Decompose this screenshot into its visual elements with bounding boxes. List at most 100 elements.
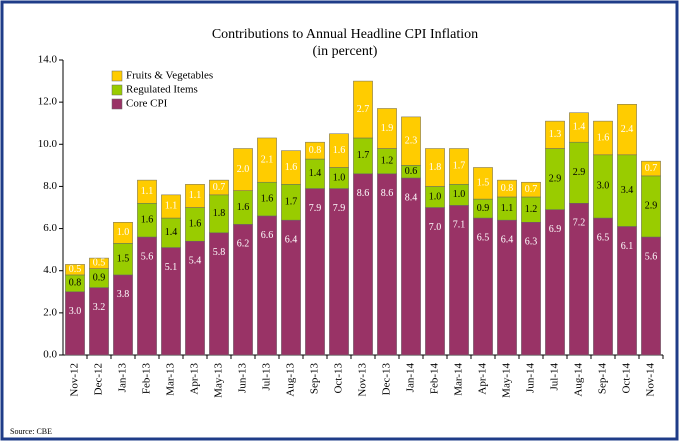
data-label: 0.8 — [69, 278, 82, 289]
bar-segment — [353, 173, 373, 356]
x-tick-label: Feb-14 — [429, 363, 441, 395]
x-tick-label: Feb-13 — [141, 363, 153, 395]
bar-segment — [137, 179, 157, 204]
data-label: 0.8 — [309, 145, 322, 156]
bar-segment — [593, 120, 613, 156]
bar-segment — [377, 173, 397, 356]
legend-label: Regulated Items — [126, 84, 198, 96]
data-label: 3.0 — [597, 181, 610, 192]
x-tick-label: Aug-14 — [573, 363, 585, 397]
bar-segment — [113, 274, 133, 356]
data-label: 1.6 — [333, 145, 346, 156]
bar-segment — [329, 133, 349, 168]
data-label: 1.0 — [453, 189, 466, 200]
x-tick-label: Apr-13 — [189, 363, 201, 395]
bar-segment — [545, 120, 565, 149]
data-label: 1.5 — [477, 178, 490, 189]
data-label: 1.7 — [453, 161, 466, 172]
data-label: 1.1 — [165, 201, 178, 212]
x-tick-label: Dec-12 — [93, 363, 105, 395]
x-tick-label: May-13 — [213, 363, 225, 398]
data-label: 3.2 — [93, 302, 106, 313]
data-label: 0.7 — [645, 163, 658, 174]
data-label: 1.8 — [429, 162, 442, 173]
y-tick-label: 12.0 — [38, 96, 58, 108]
y-tick-label: 8.0 — [43, 180, 57, 192]
y-tick-label: 4.0 — [43, 264, 57, 276]
data-label: 2.7 — [357, 104, 370, 115]
data-label: 1.6 — [237, 202, 250, 213]
data-label: 0.5 — [93, 258, 106, 269]
data-label: 2.0 — [237, 164, 250, 175]
data-label: 1.0 — [429, 191, 442, 202]
source: Source: CBE — [10, 427, 52, 436]
data-label: 8.6 — [381, 188, 394, 199]
y-tick-label: 14.0 — [38, 54, 58, 66]
data-label: 6.9 — [549, 224, 562, 235]
x-tick-label: Jun-13 — [237, 363, 249, 393]
x-tick-label: Nov-12 — [69, 363, 81, 397]
bar-segment — [377, 108, 397, 149]
data-label: 1.4 — [573, 122, 586, 133]
data-label: 5.4 — [189, 256, 202, 267]
x-tick-label: Nov-13 — [357, 363, 369, 397]
bar-segment — [641, 160, 661, 177]
data-label: 5.6 — [141, 251, 154, 262]
data-label: 0.7 — [525, 184, 538, 195]
data-label: 7.0 — [429, 222, 442, 233]
x-tick-label: Oct-14 — [621, 363, 633, 394]
data-label: 6.4 — [501, 234, 514, 245]
data-label: 1.0 — [117, 227, 130, 238]
data-label: 2.1 — [261, 154, 274, 165]
x-tick-label: May-14 — [501, 363, 513, 398]
data-label: 1.2 — [525, 204, 538, 215]
x-tick-label: Sep-13 — [309, 363, 321, 395]
x-tick-label: Jul-14 — [549, 363, 561, 391]
bar-segment — [233, 148, 253, 191]
data-label: 0.6 — [405, 166, 418, 177]
data-label: 8.4 — [405, 192, 418, 203]
data-label: 1.1 — [189, 190, 202, 201]
data-label: 2.3 — [405, 135, 418, 146]
bar-segment — [473, 167, 493, 200]
bar-segment — [281, 150, 301, 185]
data-label: 6.4 — [285, 234, 298, 245]
data-label: 5.6 — [645, 251, 658, 262]
x-tick-label: Mar-14 — [453, 363, 465, 396]
data-label: 6.1 — [621, 241, 634, 252]
data-label: 2.9 — [549, 173, 562, 184]
bar-segment — [617, 104, 637, 156]
data-label: 1.6 — [189, 219, 202, 230]
x-tick-label: Aug-13 — [285, 363, 297, 397]
bar-segment — [257, 137, 277, 183]
bar-segment — [449, 148, 469, 185]
data-label: 1.1 — [501, 203, 514, 214]
x-tick-label: Mar-13 — [165, 363, 177, 396]
x-tick-label: Jan-13 — [117, 363, 129, 393]
data-label: 2.4 — [621, 124, 634, 135]
data-label: 7.9 — [309, 203, 322, 214]
data-label: 1.5 — [117, 253, 130, 264]
bar-segment — [401, 116, 421, 166]
data-label: 0.9 — [477, 203, 490, 214]
bar-segment — [89, 287, 109, 356]
bar-segment — [521, 181, 541, 198]
data-label: 1.8 — [213, 208, 226, 219]
bar-segment — [65, 291, 85, 356]
data-label: 1.3 — [549, 129, 562, 140]
data-label: 3.4 — [621, 185, 634, 196]
bar-segment — [185, 184, 205, 208]
data-label: 1.6 — [285, 162, 298, 173]
bar-segment — [425, 148, 445, 187]
x-tick-label: Nov-14 — [645, 363, 657, 397]
bar-segment — [113, 222, 133, 244]
y-tick-label: 6.0 — [43, 222, 57, 234]
bar-segment — [569, 112, 589, 143]
bar-segment — [65, 264, 85, 276]
data-label: 6.6 — [261, 230, 274, 241]
data-label: 2.9 — [645, 201, 658, 212]
bar-segment — [161, 194, 181, 219]
bar-segment — [89, 257, 109, 269]
data-label: 6.5 — [477, 232, 490, 243]
